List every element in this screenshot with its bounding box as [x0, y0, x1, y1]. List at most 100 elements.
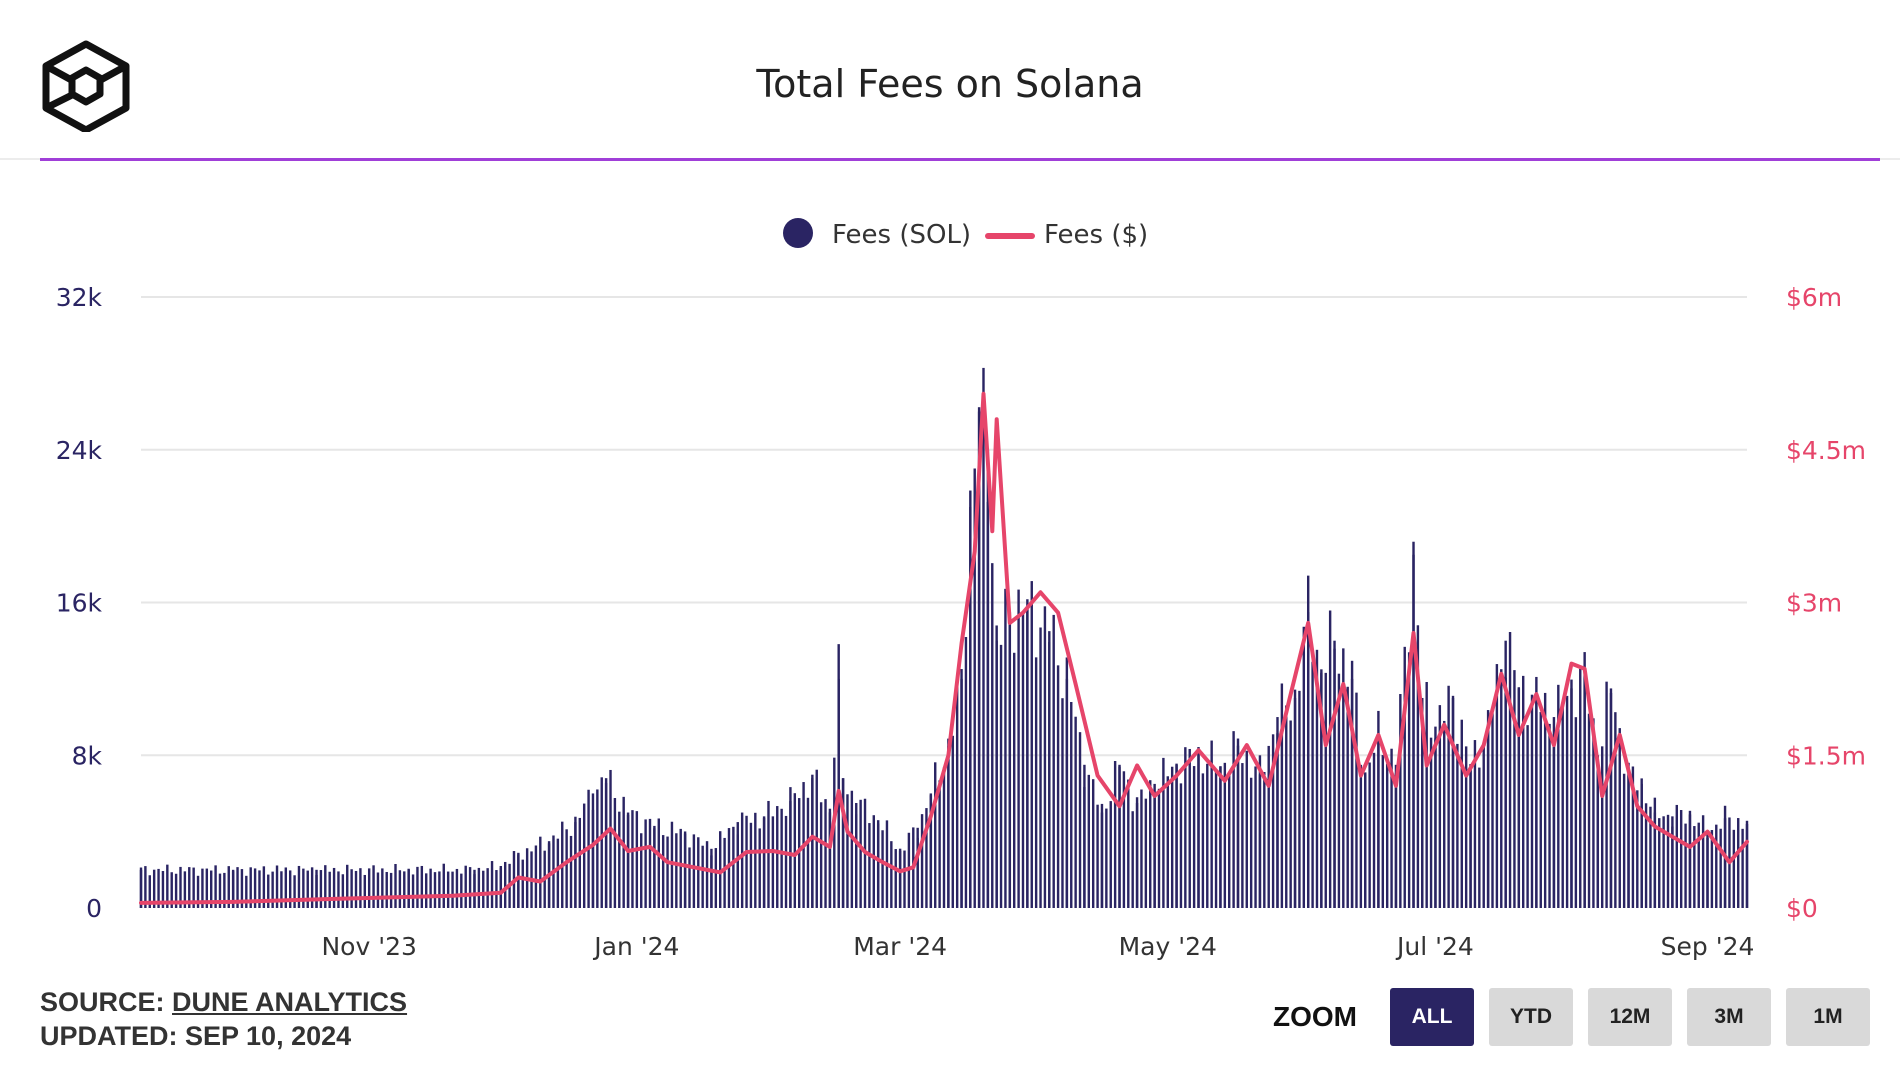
bar-fees-sol [903, 850, 906, 908]
bar-fees-sol [1201, 773, 1205, 908]
bar-fees-sol [1403, 646, 1406, 908]
bar-fees-sol [938, 780, 941, 908]
bar-fees-sol [517, 854, 520, 908]
bar-fees-sol [473, 869, 476, 908]
bar-fees-sol [442, 863, 445, 908]
bar-fees-sol [1513, 670, 1516, 908]
bar-fees-sol [1473, 740, 1477, 908]
bar-fees-sol [1399, 694, 1402, 908]
bar-fees-sol [1605, 681, 1608, 908]
bar-fees-sol [1087, 774, 1091, 908]
legend-label-fees-usd[interactable]: Fees ($) [1044, 220, 1148, 250]
bar-fees-sol [1486, 726, 1490, 908]
bar-fees-sol [280, 871, 283, 908]
left-axis-tick-label: 32k [56, 283, 103, 312]
bar-fees-sol [1745, 823, 1749, 908]
bar-fees-sol [683, 833, 687, 908]
bar-fees-sol [881, 830, 884, 908]
line-fees-usd [139, 391, 1749, 905]
bar-fees-sol [495, 870, 498, 908]
bar-fees-sol [1271, 734, 1275, 908]
bar-fees-sol [297, 865, 301, 908]
updated-date: UPDATED: SEP 10, 2024 [40, 1021, 352, 1051]
right-axis-tick-label: $6m [1786, 283, 1842, 312]
x-axis-tick-label: Jan '24 [592, 932, 679, 961]
bar-fees-sol [490, 861, 494, 908]
bar-fees-sol [973, 468, 976, 908]
bar-fees-sol [955, 678, 959, 908]
bar-fees-sol [381, 868, 384, 908]
zoom-ytd-button[interactable]: YTD [1489, 988, 1573, 1046]
bar-fees-sol [1701, 815, 1705, 908]
bar-fees-sol [1565, 695, 1569, 908]
legend-label-fees-sol[interactable]: Fees (SOL) [832, 220, 971, 250]
bar-fees-sol [1583, 675, 1586, 908]
bar-fees-sol [1464, 746, 1468, 908]
bar-fees-sol [1056, 665, 1060, 908]
bar-fees-sol [367, 868, 371, 908]
bar-fees-sol [613, 798, 617, 908]
zoom-all-button[interactable]: ALL [1390, 988, 1474, 1046]
bar-fees-sol [267, 874, 270, 908]
bar-fees-sol [1407, 652, 1411, 908]
bar-fees-sol [416, 866, 419, 908]
zoom-3m-button[interactable]: 3M [1687, 988, 1771, 1046]
bar-fees-sol [1333, 640, 1336, 908]
bar-fees-sol [1385, 763, 1389, 908]
x-axis-tick-label: Mar '24 [853, 932, 947, 961]
bar-fees-sol [1715, 824, 1718, 908]
bar-fees-sol [1026, 606, 1029, 908]
bar-fees-sol [600, 777, 603, 908]
bar-fees-sol [1153, 783, 1156, 908]
bar-fees-sol [1622, 773, 1626, 908]
source-prefix: SOURCE: [40, 987, 173, 1017]
source-link[interactable]: DUNE ANALYTICS [172, 987, 408, 1017]
bar-fees-sol [354, 870, 358, 908]
zoom-1m-button[interactable]: 1M [1786, 988, 1870, 1046]
bar-fees-sol [894, 849, 897, 908]
bar-fees-sol [1438, 705, 1442, 908]
bar-fees-sol [433, 872, 437, 908]
bar-fees-sol [1342, 648, 1345, 908]
legend-marker-fees-sol[interactable] [783, 218, 813, 248]
bar-fees-sol [1100, 812, 1104, 908]
bar-fees-sol [732, 826, 735, 908]
bar-fees-sol [310, 867, 314, 908]
bar-fees-sol [784, 815, 788, 908]
zoom-12m-button[interactable]: 12M [1588, 988, 1672, 1046]
bar-fees-sol [503, 861, 507, 908]
bar-fees-sol [1460, 719, 1463, 908]
bar-fees-sol [565, 829, 568, 908]
bar-fees-sol [951, 735, 954, 908]
bar-fees-sol [556, 838, 560, 908]
bar-fees-sol [1258, 774, 1262, 908]
right-axis-tick-label: $3m [1786, 589, 1842, 618]
source-line: SOURCE: DUNE ANALYTICS [40, 985, 407, 1019]
bar-fees-sol [398, 870, 402, 908]
x-axis-tick-label: Sep '24 [1661, 932, 1755, 961]
bar-fees-sol [1530, 694, 1534, 908]
bar-fees-sol [920, 814, 924, 908]
source-footer: SOURCE: DUNE ANALYTICS UPDATED: SEP 10, … [40, 985, 407, 1053]
bar-fees-sol [644, 819, 647, 908]
bar-fees-sol [925, 808, 928, 908]
bar-fees-sol [1456, 743, 1459, 908]
bar-fees-sol [666, 836, 669, 908]
bar-fees-sol [991, 563, 994, 908]
bar-fees-sol [1302, 626, 1306, 908]
bar-fees-sol [1377, 736, 1380, 908]
bar-fees-sol [591, 793, 595, 908]
line-series-fees-usd [139, 391, 1749, 905]
bar-fees-sol [1210, 740, 1213, 908]
bar-fees-sol [1675, 804, 1678, 908]
bar-fees-sol [824, 799, 827, 908]
bar-fees-sol [982, 367, 985, 908]
bar-fees-sol [1587, 713, 1591, 908]
bar-fees-sol [245, 875, 248, 908]
bar-fees-sol [1267, 745, 1270, 908]
bar-fees-sol [144, 866, 147, 908]
x-axis-labels: Nov '23 Jan '24 Mar '24 May '24 Jul '24 Sep '… [321, 932, 1754, 961]
bar-fees-sol [139, 869, 143, 908]
bar-fees-sol [1280, 683, 1284, 908]
bar-fees-sol [635, 811, 639, 908]
